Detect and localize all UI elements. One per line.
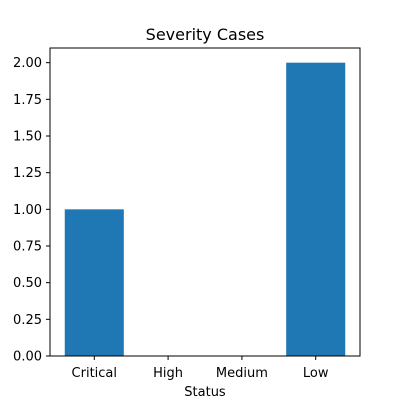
y-tick-label: 1.25 — [13, 166, 42, 181]
y-tick-label: 0.25 — [13, 313, 42, 328]
bars-group — [64, 62, 346, 357]
x-tick-label: Low — [303, 366, 329, 381]
y-tick-label: 1.50 — [13, 130, 42, 145]
y-axis: 0.00 0.25 0.50 0.75 1.00 1.25 1.50 1.75 2.00 — [13, 56, 50, 365]
x-tick-label: High — [153, 366, 183, 381]
x-tick-label: Medium — [216, 366, 268, 381]
y-tick-label: 0.50 — [13, 276, 42, 291]
x-axis: Critical High Medium Low — [72, 356, 329, 381]
bar-critical — [64, 209, 124, 356]
y-tick-label: 0.00 — [13, 350, 42, 365]
x-axis-label: Status — [184, 385, 226, 400]
bar-low — [286, 62, 346, 357]
y-tick-label: 1.75 — [13, 93, 42, 108]
y-tick-label: 2.00 — [13, 56, 42, 71]
y-tick-label: 0.75 — [13, 240, 42, 255]
plot-frame — [49, 47, 361, 357]
x-tick-label: Critical — [72, 366, 117, 381]
chart-title: Severity Cases — [146, 25, 265, 44]
y-tick-label: 1.00 — [13, 203, 42, 218]
